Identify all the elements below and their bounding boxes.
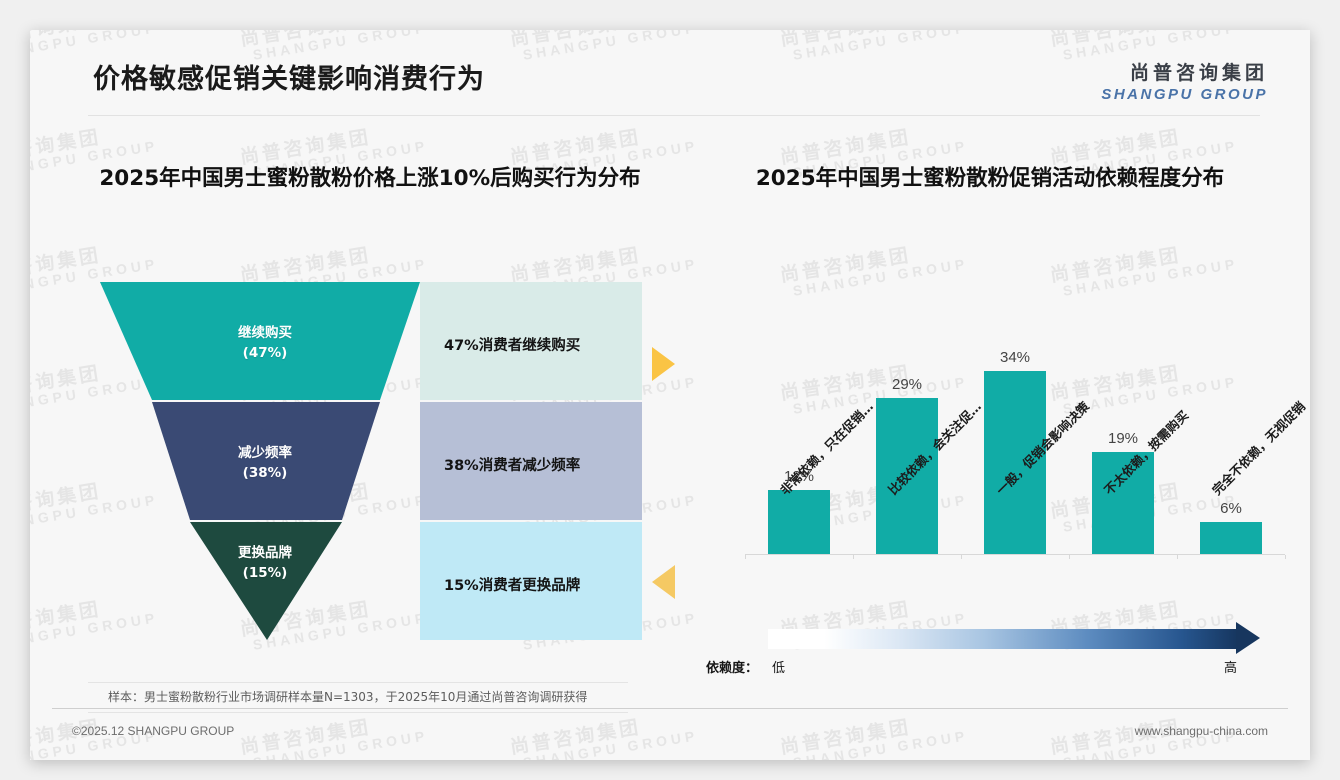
footnote-text: 样本：男士蜜粉散粉行业市场调研样本量N=1303，于2025年10月通过尚普咨询… xyxy=(108,690,588,704)
funnel-segment-0 xyxy=(100,282,420,400)
logo-english-text: SHANGPU GROUP xyxy=(1101,86,1268,103)
funnel-segment-label-0: 继续购买 (47%) xyxy=(180,324,350,363)
brand-logo: 尚普咨询集团 SHANGPU GROUP xyxy=(1101,58,1268,103)
funnel-label-value-0: (47%) xyxy=(242,344,288,361)
header-divider xyxy=(88,115,1260,116)
bar-chart-title: 2025年中国男士蜜粉散粉促销活动依赖程度分布 xyxy=(755,166,1225,191)
slide-footer: ©2025.12 SHANGPU GROUP www.shangpu-china… xyxy=(30,718,1310,760)
dependency-legend: 依赖度： 低 高 xyxy=(706,622,1286,680)
funnel-shapes xyxy=(100,282,642,640)
funnel-segment-label-2: 更换品牌 (15%) xyxy=(185,544,345,583)
gradient-arrow-icon xyxy=(1236,622,1260,654)
bar-value-label: 6% xyxy=(1220,499,1242,517)
bar[interactable] xyxy=(984,371,1046,554)
arrow-right-icon xyxy=(652,347,675,381)
bar-column[interactable]: 19% xyxy=(1092,424,1154,554)
funnel-annotation-1: 38%消费者减少频率 xyxy=(444,458,581,474)
funnel-label-text-0: 继续购买 xyxy=(238,325,292,341)
bar-chart-axis xyxy=(745,554,1285,555)
funnel-annotation-0: 47%消费者继续购买 xyxy=(444,338,581,354)
funnel-annotation-2: 15%消费者更换品牌 xyxy=(444,578,581,594)
footer-copyright: ©2025.12 SHANGPU GROUP xyxy=(72,724,235,738)
legend-key-label: 依赖度： xyxy=(706,661,759,676)
bar-column[interactable]: 29% xyxy=(876,370,938,554)
funnel-segment-label-1: 减少频率 (38%) xyxy=(180,444,350,483)
bar[interactable] xyxy=(768,489,830,554)
funnel-chart-title: 2025年中国男士蜜粉散粉价格上涨10%后购买行为分布 xyxy=(99,166,641,191)
funnel-panel-1 xyxy=(420,402,642,520)
funnel-segment-2 xyxy=(190,522,342,640)
funnel-segment-1 xyxy=(152,402,380,520)
arrow-left-icon xyxy=(652,565,675,599)
funnel-label-value-1: (38%) xyxy=(242,464,288,481)
page-title: 价格敏感促销关键影响消费行为 xyxy=(93,64,485,95)
bar-value-label: 19% xyxy=(1107,429,1139,447)
funnel-panel-2 xyxy=(420,522,642,640)
legend-high-label: 高 xyxy=(1224,661,1238,676)
funnel-label-value-2: (15%) xyxy=(242,564,288,581)
logo-chinese-text: 尚普咨询集团 xyxy=(1129,62,1268,84)
bar-chart: 12% 29% 34% 19% 6% xyxy=(720,255,1300,559)
bar[interactable] xyxy=(1092,451,1154,554)
footnote-bottom-divider xyxy=(88,712,628,713)
axis-tick xyxy=(961,555,962,559)
bar[interactable] xyxy=(876,398,938,554)
bar-column[interactable]: 34% xyxy=(984,343,1046,554)
bar-value-label: 29% xyxy=(891,376,923,394)
bar-column[interactable]: 6% xyxy=(1200,494,1262,554)
gradient-bar xyxy=(768,629,1238,649)
bar-chart-x-labels: 非常依赖，只在促销… 比较依赖，会关注促… 一般，促销会影响决策 不太依赖，按需购买完… xyxy=(720,399,1308,625)
footnote-top-divider xyxy=(88,682,628,683)
footer-divider xyxy=(52,708,1288,709)
funnel-panel-0 xyxy=(420,282,642,400)
axis-tick xyxy=(853,555,854,559)
axis-tick xyxy=(745,555,746,559)
bar-column[interactable]: 12% xyxy=(768,462,830,554)
bar[interactable] xyxy=(1200,521,1262,554)
funnel-label-text-1: 减少频率 xyxy=(238,445,292,461)
bar-value-label: 34% xyxy=(999,349,1031,367)
axis-tick xyxy=(1177,555,1178,559)
legend-low-label: 低 xyxy=(772,661,786,676)
funnel-chart: 继续购买 (47%) 减少频率 (38%) 更换品牌 (15%) 47%消费者继… xyxy=(90,252,680,647)
footer-website[interactable]: www.shangpu-china.com xyxy=(1134,724,1268,738)
bar-value-label: 12% xyxy=(783,467,815,485)
slide-header: 价格敏感促销关键影响消费行为 尚普咨询集团 SHANGPU GROUP xyxy=(30,30,1310,116)
axis-tick xyxy=(1069,555,1070,559)
axis-tick xyxy=(1285,555,1286,559)
funnel-label-text-2: 更换品牌 xyxy=(238,545,292,561)
